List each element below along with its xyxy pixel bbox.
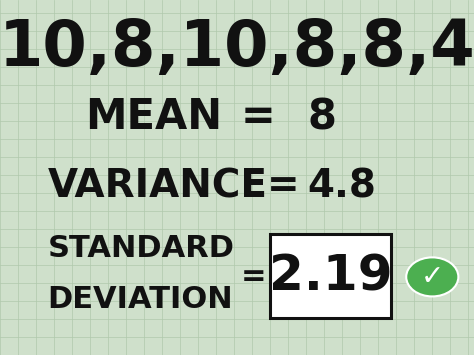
Text: ✓: ✓ xyxy=(420,263,444,291)
Text: STANDARD: STANDARD xyxy=(47,234,235,263)
Text: 8: 8 xyxy=(308,96,337,138)
Circle shape xyxy=(406,257,458,296)
Text: =: = xyxy=(241,96,276,138)
Text: VARIANCE=: VARIANCE= xyxy=(47,167,300,206)
Text: MEAN: MEAN xyxy=(85,96,222,138)
FancyBboxPatch shape xyxy=(270,234,391,318)
Text: 4.8: 4.8 xyxy=(307,167,376,206)
Text: =: = xyxy=(241,262,266,291)
Text: 10,8,10,8,8,4: 10,8,10,8,8,4 xyxy=(0,17,474,79)
Text: DEVIATION: DEVIATION xyxy=(47,285,233,315)
Text: 2.19: 2.19 xyxy=(269,252,392,300)
